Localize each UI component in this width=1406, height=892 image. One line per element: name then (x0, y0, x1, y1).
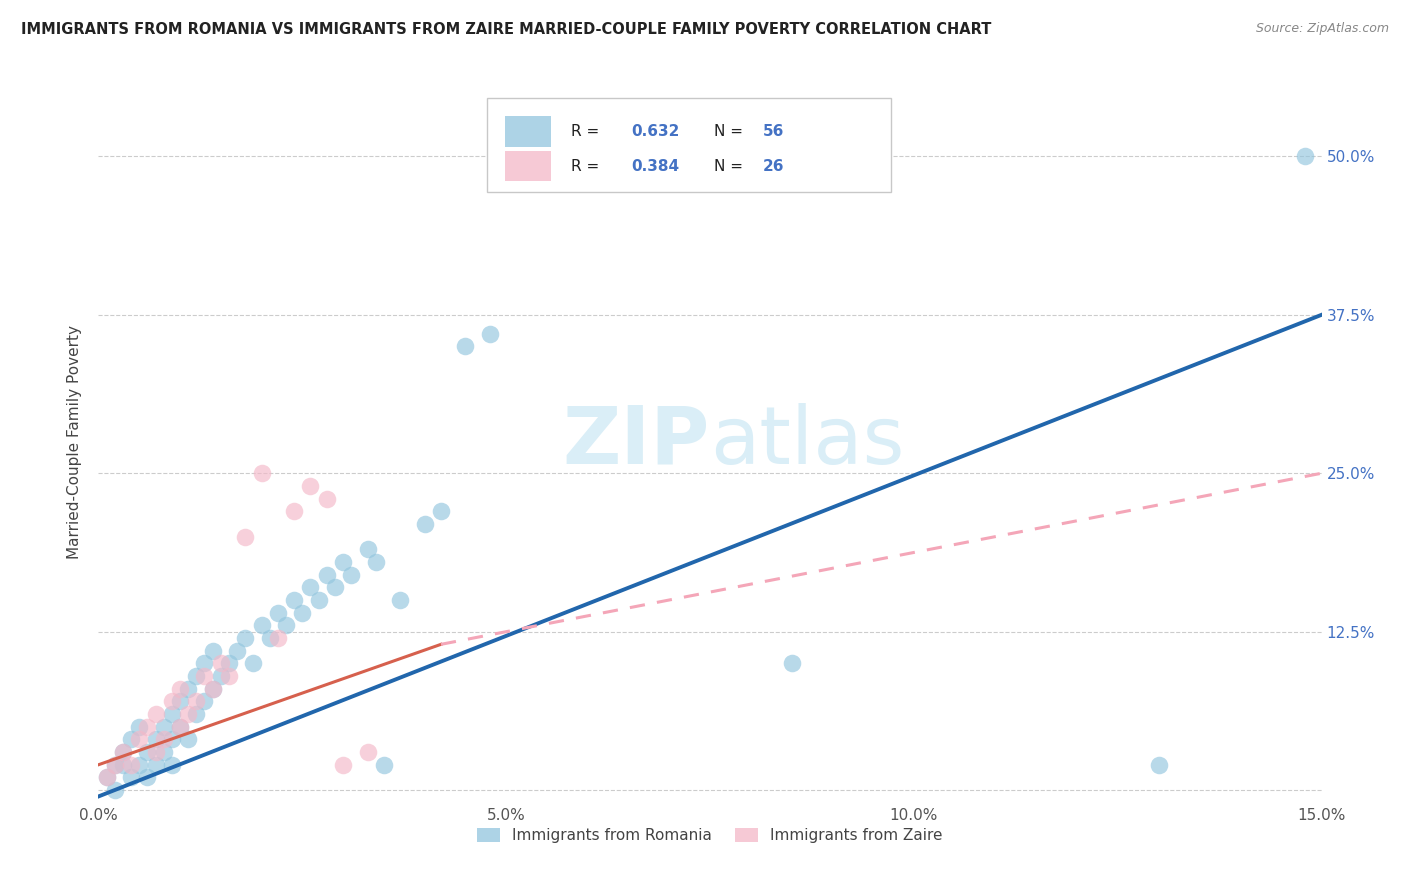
Point (332, 555, 354, 569)
Point (104, 757, 127, 772)
Text: atlas: atlas (710, 402, 904, 481)
Point (291, 606, 314, 620)
Point (145, 707, 167, 722)
Point (389, 593, 412, 607)
Point (169, 720, 191, 734)
Point (226, 643, 249, 657)
Point (413, 516, 436, 531)
Point (201, 681, 224, 696)
Point (454, 339, 477, 353)
Text: N =: N = (714, 124, 748, 139)
Point (120, 732, 142, 747)
Point (193, 657, 215, 671)
Point (308, 593, 330, 607)
Point (111, 757, 134, 772)
Point (136, 771, 159, 785)
Point (96, 771, 118, 785)
Point (128, 732, 150, 747)
Point (283, 504, 305, 518)
Point (259, 631, 281, 645)
Point (315, 567, 337, 582)
Bar (505, 116, 551, 147)
Point (233, 530, 256, 544)
Point (323, 580, 346, 594)
Point (250, 618, 273, 632)
Point (267, 631, 290, 645)
Point (780, 657, 803, 671)
Point (315, 491, 337, 506)
Point (356, 542, 378, 557)
Point (218, 657, 240, 671)
Point (128, 757, 150, 772)
Point (96, 771, 118, 785)
Text: IMMIGRANTS FROM ROMANIA VS IMMIGRANTS FROM ZAIRE MARRIED-COUPLE FAMILY POVERTY C: IMMIGRANTS FROM ROMANIA VS IMMIGRANTS FR… (21, 22, 991, 37)
Point (193, 694, 215, 708)
Point (209, 669, 232, 683)
Point (152, 720, 174, 734)
Point (1294, 149, 1316, 163)
Point (152, 732, 174, 747)
Point (340, 567, 363, 582)
Point (267, 606, 290, 620)
Point (160, 694, 183, 708)
Point (356, 745, 378, 759)
Point (128, 720, 150, 734)
Text: 0.384: 0.384 (631, 159, 681, 174)
Point (364, 555, 387, 569)
Text: N =: N = (714, 159, 748, 174)
Text: 26: 26 (762, 159, 785, 174)
Point (145, 732, 167, 747)
Point (209, 657, 232, 671)
Point (201, 681, 224, 696)
Point (373, 757, 395, 772)
Point (332, 757, 354, 772)
Point (1147, 757, 1170, 772)
Point (169, 720, 191, 734)
Legend: Immigrants from Romania, Immigrants from Zaire: Immigrants from Romania, Immigrants from… (471, 822, 949, 849)
Point (111, 745, 134, 759)
Text: 0.632: 0.632 (631, 124, 681, 139)
Point (201, 643, 224, 657)
Text: Source: ZipAtlas.com: Source: ZipAtlas.com (1256, 22, 1389, 36)
Point (152, 745, 174, 759)
Point (299, 479, 322, 493)
Y-axis label: Married-Couple Family Poverty: Married-Couple Family Poverty (67, 325, 83, 558)
Point (218, 669, 240, 683)
Point (136, 720, 159, 734)
Point (186, 707, 208, 722)
Point (242, 657, 264, 671)
Point (478, 326, 501, 341)
Point (177, 707, 200, 722)
Point (160, 732, 183, 747)
Point (169, 681, 191, 696)
Point (177, 681, 200, 696)
Point (145, 745, 167, 759)
Point (104, 757, 127, 772)
Point (186, 694, 208, 708)
Text: 56: 56 (762, 124, 785, 139)
Text: ZIP: ZIP (562, 402, 710, 481)
Point (120, 757, 142, 772)
Text: R =: R = (571, 124, 603, 139)
Point (177, 732, 200, 747)
FancyBboxPatch shape (488, 98, 891, 193)
Point (111, 745, 134, 759)
Point (169, 694, 191, 708)
Point (120, 771, 142, 785)
Point (136, 745, 159, 759)
Point (430, 504, 453, 518)
Text: R =: R = (571, 159, 603, 174)
Point (145, 757, 167, 772)
Point (160, 707, 183, 722)
Point (250, 467, 273, 481)
Point (104, 783, 127, 797)
Bar (505, 151, 551, 181)
Point (299, 580, 322, 594)
Point (274, 618, 297, 632)
Point (283, 593, 305, 607)
Point (160, 757, 183, 772)
Point (186, 669, 208, 683)
Point (233, 631, 256, 645)
Point (193, 669, 215, 683)
